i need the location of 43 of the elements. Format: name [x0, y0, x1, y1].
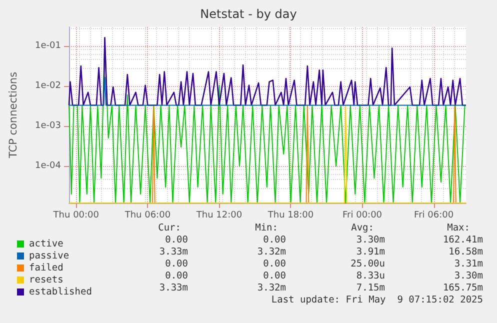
x-tick-label: Thu 12:00: [195, 210, 242, 220]
text: 3.31m: [454, 258, 484, 270]
text: Min:: [255, 222, 278, 234]
y-tick-label: 1e-01: [35, 41, 61, 52]
text: 3.32m: [257, 282, 286, 294]
text: 7.15m: [356, 282, 386, 294]
legend-label: established: [29, 286, 92, 298]
text: Last update: Fri May 9 07:15:02 2025: [271, 294, 484, 306]
text: 0.00: [165, 234, 188, 246]
text: Cur:: [158, 222, 182, 234]
text: 3.32m: [257, 246, 286, 258]
text: 0.00: [263, 258, 286, 270]
legend-label: failed: [29, 262, 64, 274]
y-axis-title: TCP connections: [8, 72, 20, 160]
text: 25.00u: [350, 258, 386, 270]
text: 162.41m: [442, 234, 484, 246]
x-tick-label: Fri 00:00: [342, 210, 382, 220]
x-tick-label: Thu 06:00: [124, 210, 171, 220]
x-tick-label: Fri 06:00: [414, 210, 454, 220]
legend-label: passive: [29, 250, 70, 262]
text: 165.75m: [442, 282, 484, 294]
text: Max:: [447, 222, 470, 234]
text: 16.58m: [448, 246, 484, 258]
x-tick-label: Thu 00:00: [52, 210, 100, 220]
text: 3.30m: [454, 270, 484, 282]
y-tick-label: 1e-02: [35, 81, 61, 92]
text: 0.00: [263, 270, 286, 282]
text: 8.33u: [356, 270, 386, 282]
chart-title: Netstat - by day: [200, 7, 297, 21]
text: 0.00: [165, 270, 188, 282]
legend-label: active: [29, 238, 64, 250]
line-series: [68, 37, 467, 106]
text: Avg:: [351, 222, 374, 234]
y-tick-label: 1e-04: [35, 161, 62, 172]
text: 3.91m: [356, 246, 386, 258]
text: 0.00: [165, 258, 188, 270]
text: 3.30m: [356, 234, 386, 246]
x-tick-label: Thu 18:00: [266, 210, 314, 220]
text: 3.33m: [159, 246, 188, 258]
y-tick-label: 1e-03: [35, 121, 61, 132]
legend-label: resets: [29, 274, 64, 286]
text: 0.00: [263, 234, 286, 246]
text: 3.33m: [159, 282, 188, 294]
